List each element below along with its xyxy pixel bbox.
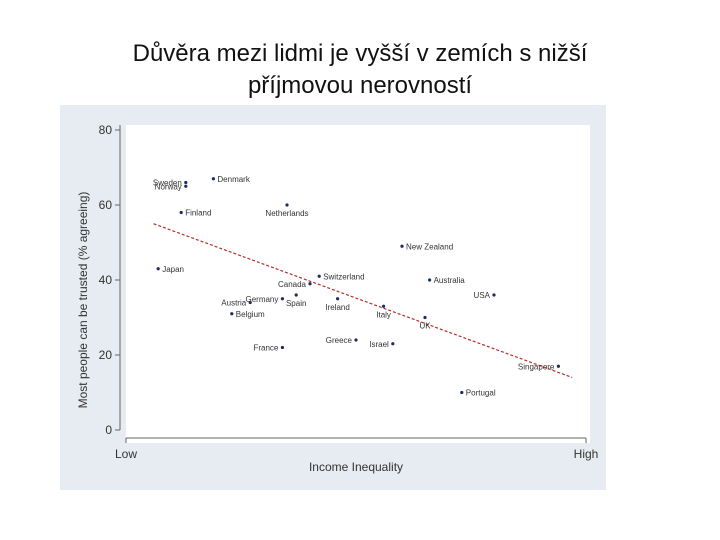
- data-point-label: Germany: [245, 295, 278, 304]
- data-point-label: Japan: [162, 265, 184, 274]
- y-tick-label: 60: [99, 198, 113, 212]
- data-point-label: USA: [474, 291, 491, 300]
- data-point: [211, 177, 215, 181]
- data-point: [492, 293, 496, 297]
- data-point: [400, 244, 404, 248]
- data-points: Sweden Denmark Norway Finland Netherlands New…: [153, 175, 560, 398]
- y-tick-label: 80: [99, 123, 113, 137]
- slide-title-line-1: Důvěra mezi lidmi je vyšší v zemích s ni…: [132, 40, 588, 67]
- data-point-label: France: [253, 344, 278, 353]
- data-point: [179, 210, 183, 215]
- data-point: [336, 297, 340, 301]
- data-point-label: UK: [419, 322, 431, 331]
- data-point: [248, 300, 252, 305]
- data-point-label: Singapore: [518, 362, 555, 371]
- slide-title-line-2: příjmovou nerovností: [247, 72, 473, 99]
- data-point: [460, 390, 464, 395]
- data-point: [294, 293, 298, 297]
- data-point: [285, 203, 289, 207]
- trend-line: [153, 223, 573, 379]
- data-point-label: Canada: [278, 280, 307, 289]
- data-point: [280, 345, 284, 350]
- data-point: [184, 180, 188, 185]
- data-point-label: Belgium: [236, 310, 265, 319]
- data-point: [382, 304, 386, 308]
- data-point-label: Greece: [326, 336, 353, 345]
- y-tick-label: 40: [99, 273, 113, 287]
- data-point-label: Denmark: [217, 175, 250, 184]
- y-tick-label: 0: [105, 423, 112, 437]
- chart-panel: 0 20 40 60 80 Low High Sweden Denmark Norway Fin…: [60, 105, 606, 490]
- plot-area: [126, 125, 590, 443]
- data-point-label: Austria: [221, 299, 246, 308]
- data-point: [280, 297, 284, 301]
- data-point-label: Spain: [286, 299, 306, 308]
- trend-line-group: [153, 223, 573, 379]
- data-point: [423, 315, 427, 320]
- data-point: [556, 364, 560, 368]
- data-point: [308, 282, 312, 286]
- data-point: [428, 278, 432, 282]
- y-axis-title: Most people can be trusted (% agreeing): [76, 192, 90, 409]
- data-point: [317, 274, 321, 278]
- data-point-label: Australia: [434, 276, 466, 285]
- data-point: [184, 184, 188, 188]
- data-point: [156, 267, 160, 271]
- data-point-label: Italy: [376, 310, 391, 319]
- scatter-chart: 0 20 40 60 80 Low High Sweden Denmark Norway Fin…: [76, 123, 599, 474]
- data-point-label: Netherlands: [265, 209, 308, 218]
- data-point-label: Switzerland: [323, 272, 364, 281]
- y-tick-label: 20: [99, 348, 113, 362]
- data-point-label: Ireland: [325, 303, 349, 312]
- y-axis: 0 20 40 60 80: [99, 123, 121, 437]
- data-point-label: Israel: [369, 340, 389, 349]
- data-point-label: Sweden: [153, 179, 182, 188]
- x-axis-title: Income Inequality: [309, 460, 403, 474]
- data-point: [391, 342, 395, 346]
- x-tick-label: High: [574, 447, 599, 461]
- slide-title: Důvěra mezi lidmi je vyšší v zemích s ni…: [0, 38, 720, 102]
- x-tick-label: Low: [115, 447, 137, 461]
- data-point-label: Finland: [185, 209, 211, 218]
- data-point: [230, 312, 234, 316]
- x-axis: Low High: [115, 437, 599, 461]
- data-point-label: Portugal: [466, 389, 496, 398]
- data-point: [354, 338, 358, 342]
- data-point-label: Norway: [155, 182, 182, 191]
- data-point-label: New Zealand: [406, 242, 453, 251]
